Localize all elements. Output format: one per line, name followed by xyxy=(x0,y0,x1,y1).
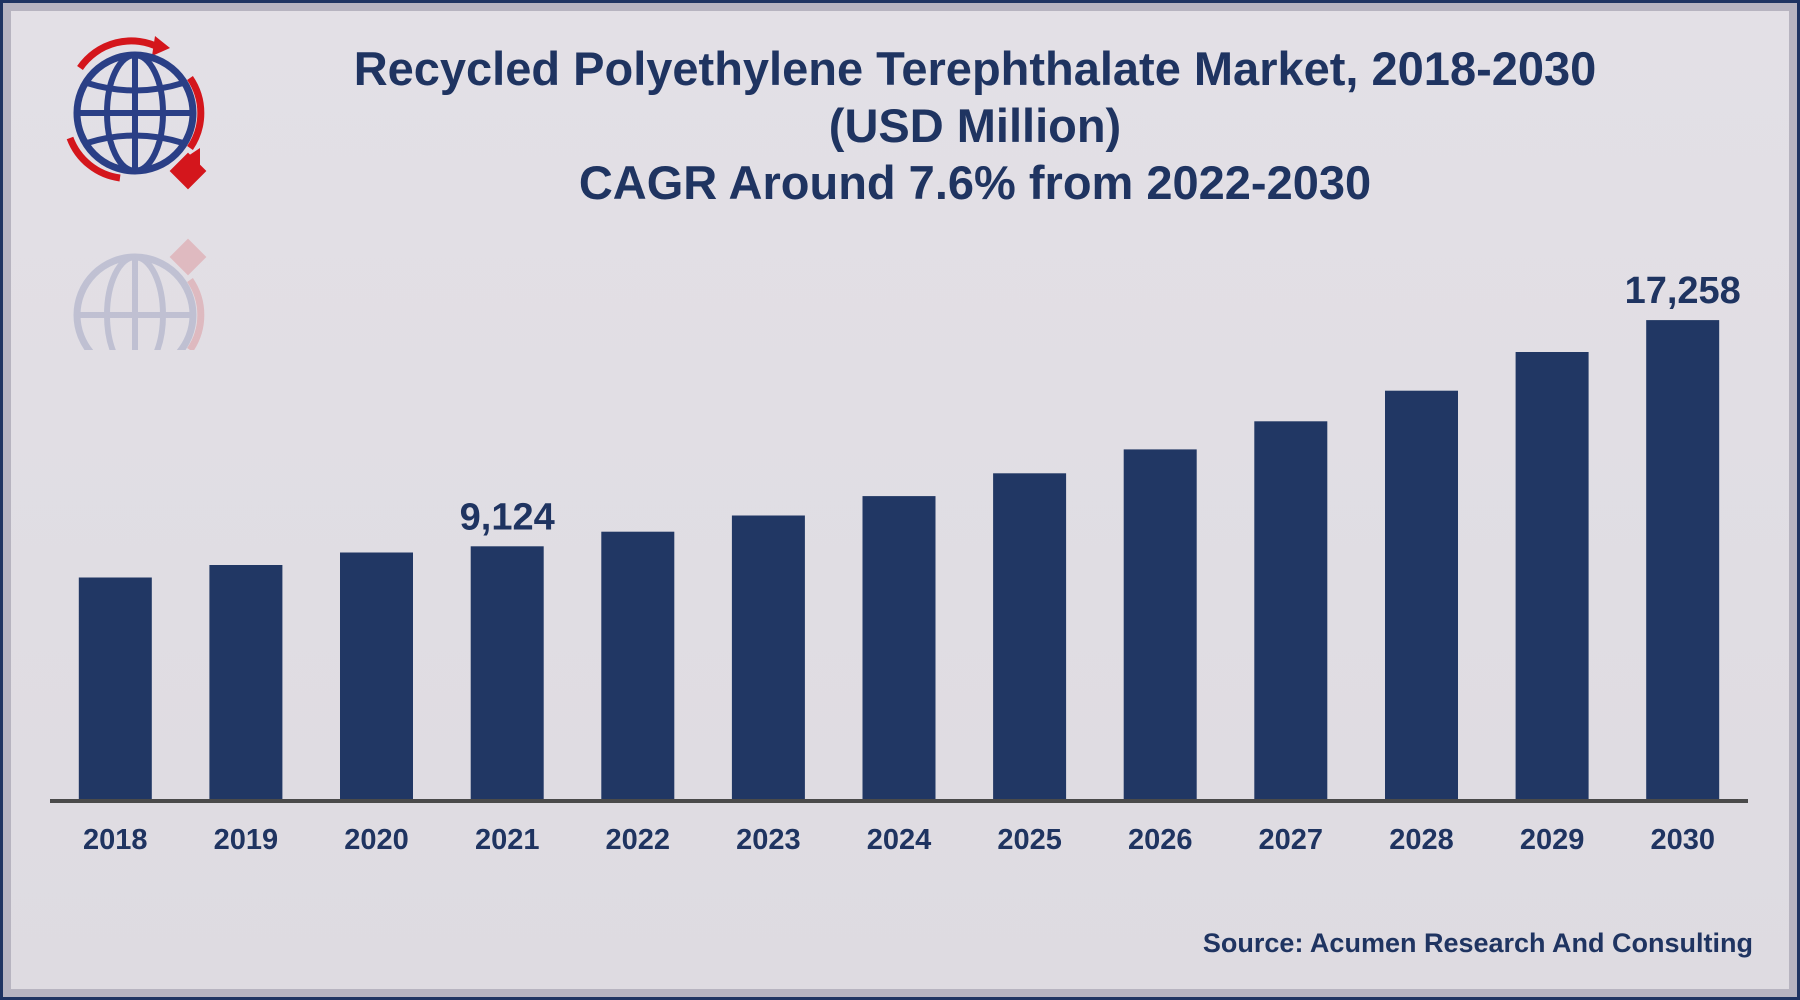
bar-2026 xyxy=(1123,449,1197,800)
data-label-2021: 9,124 xyxy=(460,496,555,538)
bar-2025 xyxy=(993,473,1067,800)
x-tick-label-2018: 2018 xyxy=(83,824,148,856)
x-tick-label-2030: 2030 xyxy=(1650,824,1715,856)
chart-title: Recycled Polyethylene Terephthalate Mark… xyxy=(260,40,1690,211)
title-line-1: Recycled Polyethylene Terephthalate Mark… xyxy=(353,42,1597,95)
bar-2029 xyxy=(1515,352,1589,800)
bar-2023 xyxy=(731,515,805,800)
bar-2024 xyxy=(862,496,936,800)
x-tick-label-2027: 2027 xyxy=(1259,824,1324,856)
x-tick-label-2023: 2023 xyxy=(736,824,801,856)
globe-recycle-logo-icon xyxy=(66,36,207,190)
bar-2030 xyxy=(1646,320,1720,800)
x-tick-label-2025: 2025 xyxy=(997,824,1062,856)
data-label-2030: 17,258 xyxy=(1625,270,1741,312)
bar-2022 xyxy=(601,531,675,800)
bar-2018 xyxy=(78,577,152,800)
x-tick-label-2028: 2028 xyxy=(1389,824,1454,856)
x-tick-label-2021: 2021 xyxy=(475,824,540,856)
bar-2021 xyxy=(470,546,544,800)
bar-2028 xyxy=(1385,390,1458,800)
x-tick-label-2020: 2020 xyxy=(344,824,409,856)
title-line-2: (USD Million) xyxy=(828,99,1122,152)
x-tick-label-2026: 2026 xyxy=(1128,824,1193,856)
bar-2019 xyxy=(209,565,283,800)
bar-2027 xyxy=(1254,421,1328,800)
x-tick-label-2019: 2019 xyxy=(214,824,279,856)
bar-2020 xyxy=(340,552,413,800)
logo-reflection-icon xyxy=(73,238,207,350)
x-tick-label-2024: 2024 xyxy=(867,824,932,856)
x-tick-label-2029: 2029 xyxy=(1520,824,1585,856)
x-tick-label-2022: 2022 xyxy=(606,824,671,856)
source-note: Source: Acumen Research And Consulting xyxy=(1202,928,1753,958)
title-line-3: CAGR Around 7.6% from 2022-2030 xyxy=(578,156,1372,209)
